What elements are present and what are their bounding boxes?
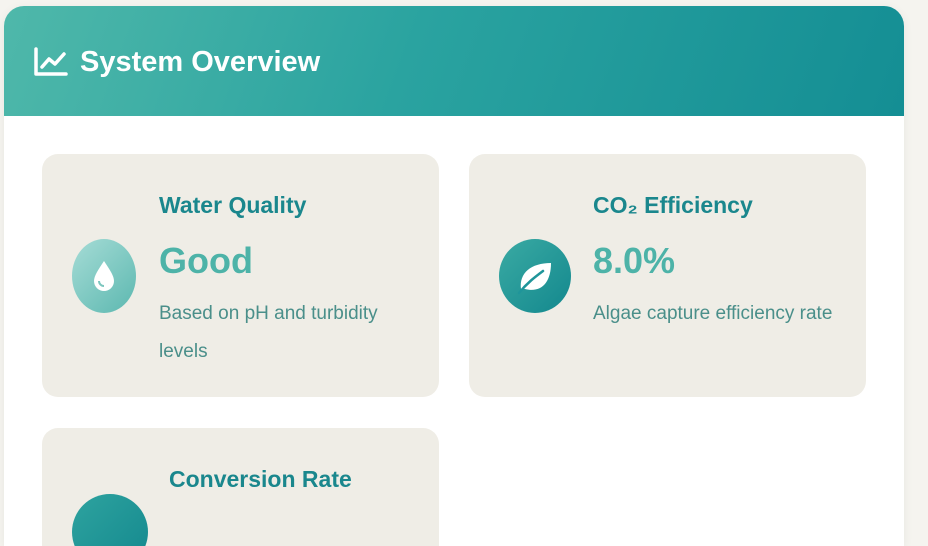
card-description: Based on pH and turbidity levels: [159, 303, 378, 362]
page: {"header": {"title": "System Overview"},…: [4, 6, 904, 546]
card-title: Conversion Rate: [169, 466, 352, 492]
conversion-icon: [72, 494, 148, 546]
body: System Overview Water Quality Good Based…: [4, 6, 904, 546]
leaf-icon: [499, 239, 571, 313]
drop-glyph: [94, 261, 114, 291]
card-value: 8.0%: [593, 240, 676, 281]
metric-card: CO₂ Efficiency 8.0% Algae capture effici…: [469, 154, 866, 397]
panel-title: System Overview: [80, 46, 321, 78]
metric-card: Water Quality Good Based on pH and turbi…: [42, 154, 439, 397]
card-title: Water Quality: [159, 192, 307, 218]
chart-icon: [34, 47, 68, 76]
panel-header: System Overview: [4, 6, 904, 116]
card-value: Good: [159, 240, 253, 281]
card-title: CO₂ Efficiency: [593, 192, 753, 218]
water-icon: [72, 239, 136, 313]
card-description: Algae capture efficiency rate: [593, 303, 833, 324]
leaf-glyph: [517, 263, 551, 295]
metric-card: Conversion Rate: [42, 428, 439, 546]
overview-panel: System Overview Water Quality Good Based…: [4, 6, 904, 546]
